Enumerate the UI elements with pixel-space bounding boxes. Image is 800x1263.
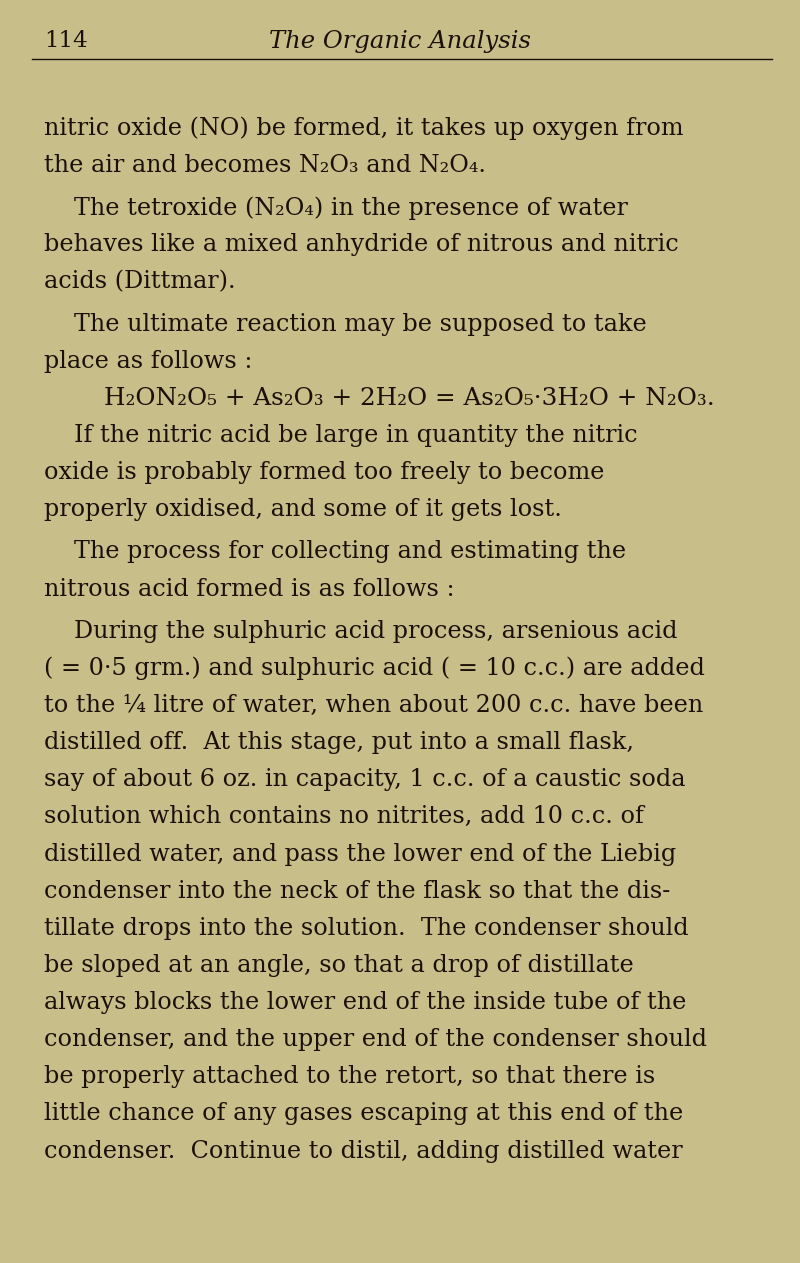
Text: acids (Dittmar).: acids (Dittmar). [44,270,236,293]
Text: If the nitric acid be large in quantity the nitric: If the nitric acid be large in quantity … [74,424,638,447]
Text: condenser, and the upper end of the condenser should: condenser, and the upper end of the cond… [44,1028,707,1051]
Text: behaves like a mixed anhydride of nitrous and nitric: behaves like a mixed anhydride of nitrou… [44,234,678,256]
Text: distilled off.  At this stage, put into a small flask,: distilled off. At this stage, put into a… [44,731,634,754]
Text: ( = 0·5 grm.) and sulphuric acid ( = 10 c.c.) are added: ( = 0·5 grm.) and sulphuric acid ( = 10 … [44,657,705,681]
Text: place as follows :: place as follows : [44,350,253,373]
Text: 114: 114 [44,30,88,52]
Text: nitric oxide (NO) be formed, it takes up oxygen from: nitric oxide (NO) be formed, it takes up… [44,117,683,140]
Text: H₂ON₂O₅ + As₂O₃ + 2H₂O = As₂O₅·3H₂O + N₂O₃.: H₂ON₂O₅ + As₂O₃ + 2H₂O = As₂O₅·3H₂O + N₂… [104,386,714,410]
Text: The tetroxide (N₂O₄) in the presence of water: The tetroxide (N₂O₄) in the presence of … [74,196,628,220]
Text: be properly attached to the retort, so that there is: be properly attached to the retort, so t… [44,1065,655,1089]
Text: oxide is probably formed too freely to become: oxide is probably formed too freely to b… [44,461,604,484]
Text: The ultimate reaction may be supposed to take: The ultimate reaction may be supposed to… [74,313,647,336]
Text: the air and becomes N₂O₃ and N₂O₄.: the air and becomes N₂O₃ and N₂O₄. [44,154,486,177]
Text: to the ¼ litre of water, when about 200 c.c. have been: to the ¼ litre of water, when about 200 … [44,693,703,717]
Text: say of about 6 oz. in capacity, 1 c.c. of a caustic soda: say of about 6 oz. in capacity, 1 c.c. o… [44,768,686,792]
Text: distilled water, and pass the lower end of the Liebig: distilled water, and pass the lower end … [44,842,676,865]
Text: properly oxidised, and some of it gets lost.: properly oxidised, and some of it gets l… [44,498,562,522]
Text: always blocks the lower end of the inside tube of the: always blocks the lower end of the insid… [44,991,686,1014]
Text: The process for collecting and estimating the: The process for collecting and estimatin… [74,541,626,563]
Text: condenser.  Continue to distil, adding distilled water: condenser. Continue to distil, adding di… [44,1139,682,1163]
Text: little chance of any gases escaping at this end of the: little chance of any gases escaping at t… [44,1103,683,1125]
Text: During the sulphuric acid process, arsenious acid: During the sulphuric acid process, arsen… [74,620,678,643]
Text: be sloped at an angle, so that a drop of distillate: be sloped at an angle, so that a drop of… [44,954,634,978]
Text: tillate drops into the solution.  The condenser should: tillate drops into the solution. The con… [44,917,689,940]
Text: solution which contains no nitrites, add 10 c.c. of: solution which contains no nitrites, add… [44,806,644,829]
Text: The Organic Analysis: The Organic Analysis [269,30,531,53]
Text: condenser into the neck of the flask so that the dis-: condenser into the neck of the flask so … [44,879,670,903]
Text: nitrous acid formed is as follows :: nitrous acid formed is as follows : [44,577,454,601]
